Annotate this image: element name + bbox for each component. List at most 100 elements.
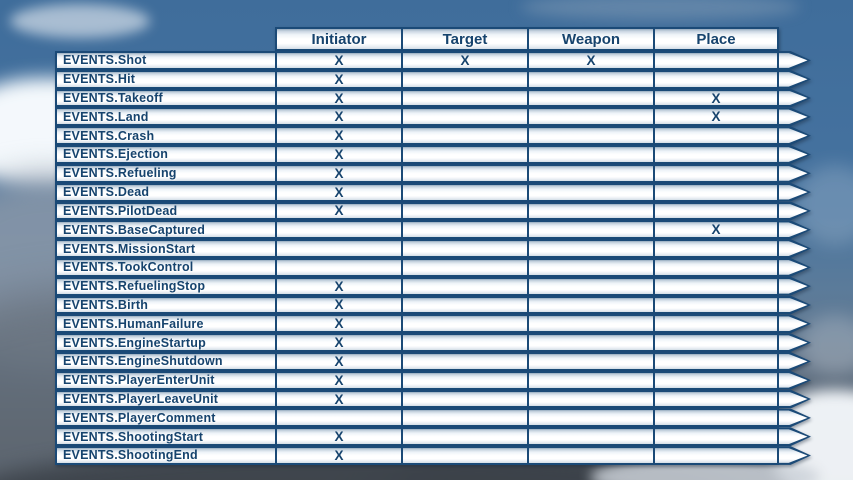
column-header-place: Place [653,27,779,51]
table-row: EVENTS.EngineStartup X [55,333,811,352]
table-row: EVENTS.RefuelingStop X [55,276,811,296]
mark-cell-weapon [527,201,653,221]
mark-cell-weapon [527,257,653,277]
mark-cell-place [653,389,779,409]
table-row: EVENTS.PlayerEnterUnit X [55,370,811,390]
mark-cell-target [401,163,527,183]
mark-cell-place [653,145,779,164]
row-arrow-fill [779,109,808,125]
mark-cell-initiator: X [275,88,401,108]
mark-cell-weapon [527,107,653,127]
event-label: EVENTS.Refueling [55,163,275,183]
mark-cell-initiator: X [275,201,401,221]
row-arrow-fill [779,203,808,219]
cloud [800,315,853,375]
mark-cell-target [401,239,527,258]
mark-cell-initiator: X [275,333,401,352]
table-row: EVENTS.MissionStart [55,239,811,258]
event-label: EVENTS.Takeoff [55,88,275,108]
mark-cell-place [653,239,779,258]
table-row: EVENTS.Birth X [55,295,811,315]
table-row: EVENTS.Takeoff X X [55,88,811,108]
mark-cell-target [401,107,527,127]
row-arrow-icon [779,51,811,70]
event-label: EVENTS.PilotDead [55,201,275,221]
mark-cell-place [653,295,779,315]
row-arrow-icon [779,145,811,164]
mark-cell-weapon [527,220,653,240]
mark-cell-weapon [527,314,653,334]
mark-cell-target [401,408,527,428]
row-arrow-fill [779,259,808,275]
mark-cell-weapon: X [527,51,653,70]
mark-cell-place [653,333,779,352]
row-arrow-icon [779,163,811,183]
mark-cell-initiator: X [275,182,401,202]
event-label: EVENTS.EngineStartup [55,333,275,352]
row-arrow-fill [779,297,808,313]
mark-cell-weapon [527,427,653,447]
event-label: EVENTS.Dead [55,182,275,202]
mark-cell-initiator: X [275,352,401,371]
mark-cell-target [401,88,527,108]
row-arrow-fill [779,222,808,238]
mark-cell-target: X [401,51,527,70]
table-row: EVENTS.Land X X [55,107,811,127]
mark-cell-weapon [527,408,653,428]
mark-cell-initiator: X [275,51,401,70]
row-arrow-fill [779,165,808,181]
event-label: EVENTS.BaseCaptured [55,220,275,240]
event-label: EVENTS.ShootingStart [55,427,275,447]
mark-cell-initiator: X [275,314,401,334]
event-label: EVENTS.MissionStart [55,239,275,258]
row-arrow-icon [779,276,811,296]
mark-cell-target [401,314,527,334]
row-arrow-fill [779,429,808,445]
mark-cell-target [401,295,527,315]
cloud [10,4,150,38]
mark-cell-target [401,69,527,89]
row-arrow-icon [779,446,811,465]
mark-cell-place [653,408,779,428]
row-arrow-icon [779,126,811,146]
mark-cell-target [401,126,527,146]
mark-cell-target [401,201,527,221]
mark-cell-initiator [275,220,401,240]
mark-cell-weapon [527,295,653,315]
mark-cell-initiator: X [275,427,401,447]
column-header-target: Target [401,27,527,51]
row-arrow-fill [779,128,808,144]
column-header-weapon: Weapon [527,27,653,51]
row-arrow-fill [779,316,808,332]
event-label: EVENTS.Birth [55,295,275,315]
row-arrow-icon [779,220,811,240]
mark-cell-weapon [527,389,653,409]
table-row: EVENTS.PlayerLeaveUnit X [55,389,811,409]
event-label: EVENTS.Crash [55,126,275,146]
mark-cell-initiator: X [275,446,401,465]
table-row: EVENTS.Hit X [55,69,811,89]
mark-cell-place [653,163,779,183]
mark-cell-place [653,126,779,146]
mark-cell-place [653,352,779,371]
mark-cell-target [401,257,527,277]
mark-cell-target [401,427,527,447]
row-arrow-icon [779,408,811,428]
row-arrow-icon [779,295,811,315]
event-label: EVENTS.Ejection [55,145,275,164]
table-row: EVENTS.Shot X X X [55,51,811,70]
mark-cell-initiator: X [275,295,401,315]
mark-cell-weapon [527,88,653,108]
mark-cell-weapon [527,182,653,202]
row-arrow-fill [779,278,808,294]
row-arrow-fill [779,241,808,256]
event-label: EVENTS.PlayerLeaveUnit [55,389,275,409]
row-arrow-fill [779,410,808,426]
mark-cell-initiator: X [275,69,401,89]
mark-cell-initiator [275,257,401,277]
row-arrow-fill [779,391,808,407]
mark-cell-target [401,333,527,352]
table-header-row: Initiator Target Weapon Place [275,27,779,51]
mark-cell-place [653,314,779,334]
